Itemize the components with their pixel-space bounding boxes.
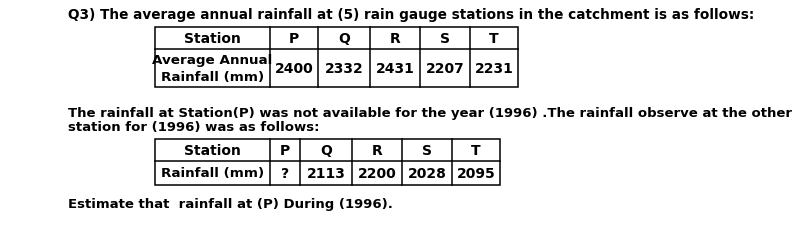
- Text: S: S: [422, 143, 432, 157]
- Text: R: R: [372, 143, 382, 157]
- Bar: [155, 139, 500, 185]
- Text: T: T: [471, 143, 481, 157]
- Text: 2113: 2113: [306, 166, 346, 180]
- Text: S: S: [440, 32, 450, 46]
- Text: T: T: [489, 32, 499, 46]
- Text: 2431: 2431: [375, 62, 414, 76]
- Text: 2095: 2095: [457, 166, 495, 180]
- Text: 2200: 2200: [358, 166, 396, 180]
- Text: station for (1996) was as follows:: station for (1996) was as follows:: [68, 120, 319, 134]
- Text: 2400: 2400: [274, 62, 314, 76]
- Text: Q: Q: [320, 143, 332, 157]
- Text: Estimate that  rainfall at (P) During (1996).: Estimate that rainfall at (P) During (19…: [68, 197, 393, 210]
- Text: R: R: [390, 32, 400, 46]
- Text: ?: ?: [281, 166, 289, 180]
- Text: P: P: [280, 143, 290, 157]
- Text: 2332: 2332: [325, 62, 363, 76]
- Text: Q: Q: [338, 32, 350, 46]
- Text: Average Annual
Rainfall (mm): Average Annual Rainfall (mm): [152, 54, 273, 83]
- Text: 2028: 2028: [407, 166, 446, 180]
- Text: 2207: 2207: [426, 62, 464, 76]
- Text: P: P: [289, 32, 299, 46]
- Text: Q3) The average annual rainfall at (5) rain gauge stations in the catchment is a: Q3) The average annual rainfall at (5) r…: [68, 8, 754, 22]
- Text: 2231: 2231: [474, 62, 514, 76]
- Bar: [155, 28, 518, 88]
- Text: Station: Station: [184, 32, 241, 46]
- Text: The rainfall at Station(P) was not available for the year (1996) .The rainfall o: The rainfall at Station(P) was not avail…: [68, 106, 792, 120]
- Text: Rainfall (mm): Rainfall (mm): [161, 167, 264, 180]
- Text: Station: Station: [184, 143, 241, 157]
